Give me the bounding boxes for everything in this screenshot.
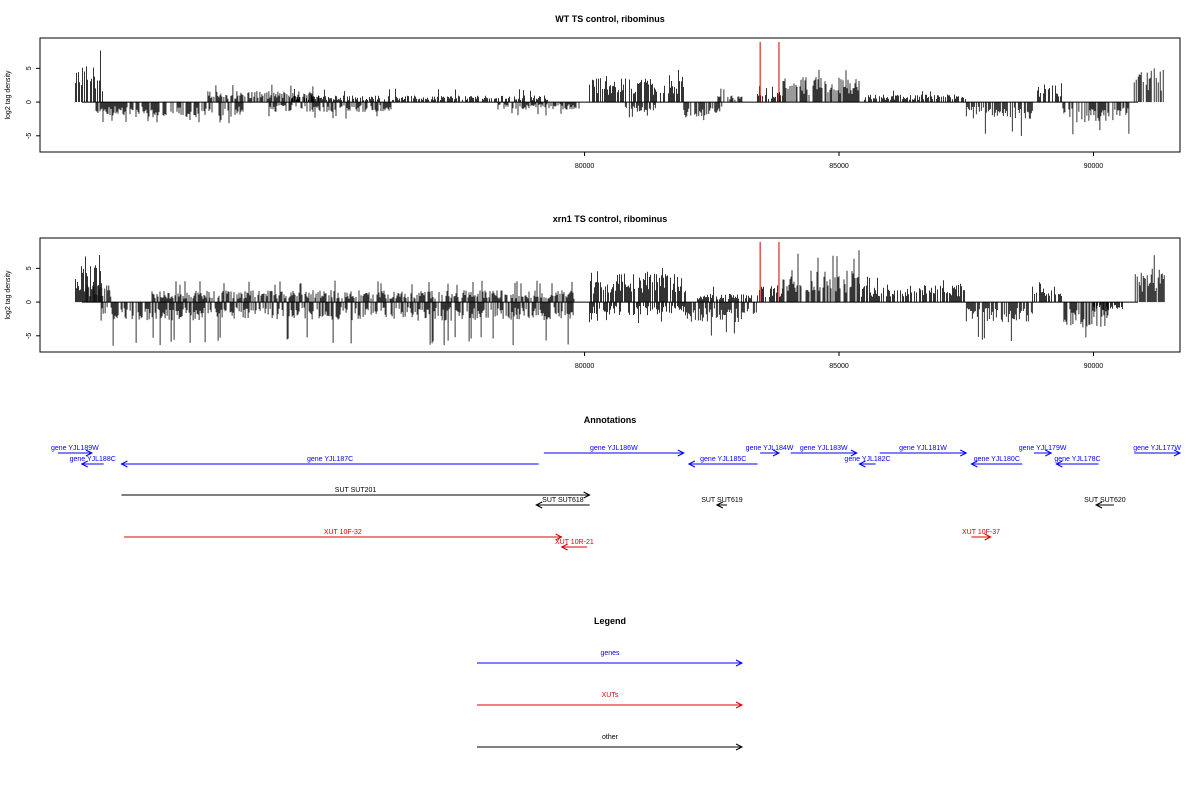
feature-label: XUT 10F-32 bbox=[324, 529, 362, 536]
feature-label: gene YJL186W bbox=[590, 445, 638, 452]
feature-label: SUT SUT620 bbox=[1084, 497, 1126, 504]
feature-gene-yjl178c: gene YJL178C bbox=[1054, 456, 1101, 468]
wt-coverage-bars bbox=[75, 50, 1164, 136]
wt-x-tick-label: 85000 bbox=[829, 163, 849, 170]
xrn1-y-tick-label: 5 bbox=[26, 266, 33, 270]
xrn1-y-tick-label: 0 bbox=[26, 300, 33, 304]
feature-label: gene YJL189W bbox=[51, 445, 99, 452]
wt-x-tick-label: 90000 bbox=[1084, 163, 1104, 170]
legend-item-other: other bbox=[477, 734, 744, 751]
xrn1-x-tick-label: 90000 bbox=[1084, 363, 1104, 370]
xrn1-coverage-bars bbox=[75, 250, 1165, 346]
feature-label: gene YJL179W bbox=[1019, 445, 1067, 452]
feature-label: gene YJL177W bbox=[1133, 445, 1181, 452]
feature-gene-yjl187c: gene YJL187C bbox=[120, 456, 539, 468]
feature-sut-sut618: SUT SUT618 bbox=[535, 497, 590, 509]
feature-label: SUT SUT618 bbox=[542, 497, 584, 504]
xrn1-y-axis: -5 0 5 bbox=[26, 266, 40, 339]
wt-x-axis: 80000 85000 90000 bbox=[575, 152, 1104, 170]
legend-label: genes bbox=[600, 650, 620, 657]
wt-plot-frame bbox=[39, 37, 1181, 153]
feature-gene-yjl177w: gene YJL177W bbox=[1133, 445, 1181, 457]
feature-gene-yjl181w: gene YJL181W bbox=[879, 445, 968, 457]
wt-y-tick-label: -5 bbox=[26, 133, 33, 139]
xrn1-x-tick-label: 80000 bbox=[575, 363, 595, 370]
feature-label: gene YJL184W bbox=[746, 445, 794, 452]
feature-xut-10f-37: XUT 10F-37 bbox=[962, 529, 1000, 541]
feature-label: gene YJL178C bbox=[1054, 456, 1100, 463]
feature-arrows: gene YJL189W gene YJL188C gene YJL187C gene… bbox=[51, 445, 1181, 551]
feature-sut-sut620: SUT SUT620 bbox=[1084, 497, 1126, 509]
legend-label: other bbox=[602, 734, 619, 741]
feature-label: gene YJL182C bbox=[844, 456, 890, 463]
legend-title: Legend bbox=[594, 616, 626, 626]
feature-xut-10r-21: XUT 10R-21 bbox=[555, 539, 594, 551]
feature-sut-sut619: SUT SUT619 bbox=[701, 497, 743, 509]
feature-label: gene YJL185C bbox=[700, 456, 746, 463]
wt-y-axis-label: log2 tag density bbox=[5, 70, 12, 120]
feature-gene-yjl183w: gene YJL183W bbox=[790, 445, 858, 457]
feature-gene-yjl185c: gene YJL185C bbox=[687, 456, 758, 468]
feature-gene-yjl188c: gene YJL188C bbox=[70, 456, 116, 468]
wt-y-axis: -5 0 5 bbox=[26, 66, 40, 139]
legend: Legend genes XUTs other bbox=[477, 616, 744, 751]
legend-label: XUTs bbox=[602, 692, 619, 699]
xrn1-y-axis-label: log2 tag density bbox=[5, 270, 12, 320]
feature-sut-sut201: SUT SUT201 bbox=[121, 487, 591, 499]
wt-y-tick-label: 5 bbox=[26, 66, 33, 70]
wt-panel-title: WT TS control, ribominus bbox=[555, 14, 665, 24]
feature-label: SUT SUT619 bbox=[701, 497, 743, 504]
xrn1-coverage-panel: xrn1 TS control, ribominus log2 tag dens… bbox=[5, 214, 1181, 370]
xrn1-y-tick-label: -5 bbox=[26, 333, 33, 339]
xrn1-plot-frame bbox=[39, 237, 1181, 353]
xrn1-x-tick-label: 85000 bbox=[829, 363, 849, 370]
feature-gene-yjl186w: gene YJL186W bbox=[543, 445, 685, 457]
feature-gene-yjl184w: gene YJL184W bbox=[746, 445, 794, 457]
xrn1-highlight-lines bbox=[759, 242, 780, 303]
feature-gene-yjl180c: gene YJL180C bbox=[970, 456, 1023, 468]
wt-coverage-panel: WT TS control, ribominus log2 tag densit… bbox=[5, 14, 1181, 170]
feature-gene-yjl179w: gene YJL179W bbox=[1019, 445, 1067, 457]
wt-highlight-lines bbox=[759, 42, 780, 103]
feature-xut-10f-32: XUT 10F-32 bbox=[123, 529, 563, 541]
feature-label: gene YJL183W bbox=[800, 445, 848, 452]
xrn1-x-axis: 80000 85000 90000 bbox=[575, 352, 1104, 370]
feature-label: XUT 10R-21 bbox=[555, 539, 594, 546]
xrn1-panel-title: xrn1 TS control, ribominus bbox=[553, 214, 668, 224]
wt-y-tick-label: 0 bbox=[26, 100, 33, 104]
feature-label: XUT 10F-37 bbox=[962, 529, 1000, 536]
feature-gene-yjl182c: gene YJL182C bbox=[844, 456, 891, 468]
annotations-title: Annotations bbox=[584, 415, 637, 425]
feature-label: SUT SUT201 bbox=[335, 487, 377, 494]
feature-label: gene YJL181W bbox=[899, 445, 947, 452]
legend-item-xuts: XUTs bbox=[477, 692, 744, 709]
feature-label: gene YJL180C bbox=[974, 456, 1020, 463]
feature-label: gene YJL187C bbox=[307, 456, 353, 463]
wt-x-tick-label: 80000 bbox=[575, 163, 595, 170]
legend-items: genes XUTs other bbox=[477, 650, 744, 751]
feature-gene-yjl189w: gene YJL189W bbox=[51, 445, 99, 457]
feature-label: gene YJL188C bbox=[70, 456, 116, 463]
legend-item-genes: genes bbox=[477, 650, 744, 667]
